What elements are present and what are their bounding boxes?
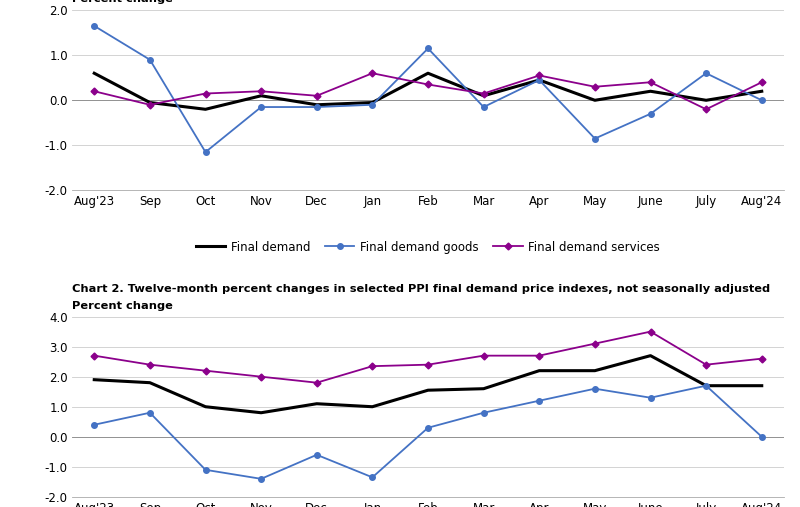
Legend: Final demand, Final demand goods, Final demand services: Final demand, Final demand goods, Final … — [191, 236, 665, 259]
Text: Chart 2. Twelve-month percent changes in selected PPI final demand price indexes: Chart 2. Twelve-month percent changes in… — [72, 284, 770, 294]
Text: Percent change: Percent change — [72, 301, 173, 310]
Text: Percent change: Percent change — [72, 0, 173, 4]
